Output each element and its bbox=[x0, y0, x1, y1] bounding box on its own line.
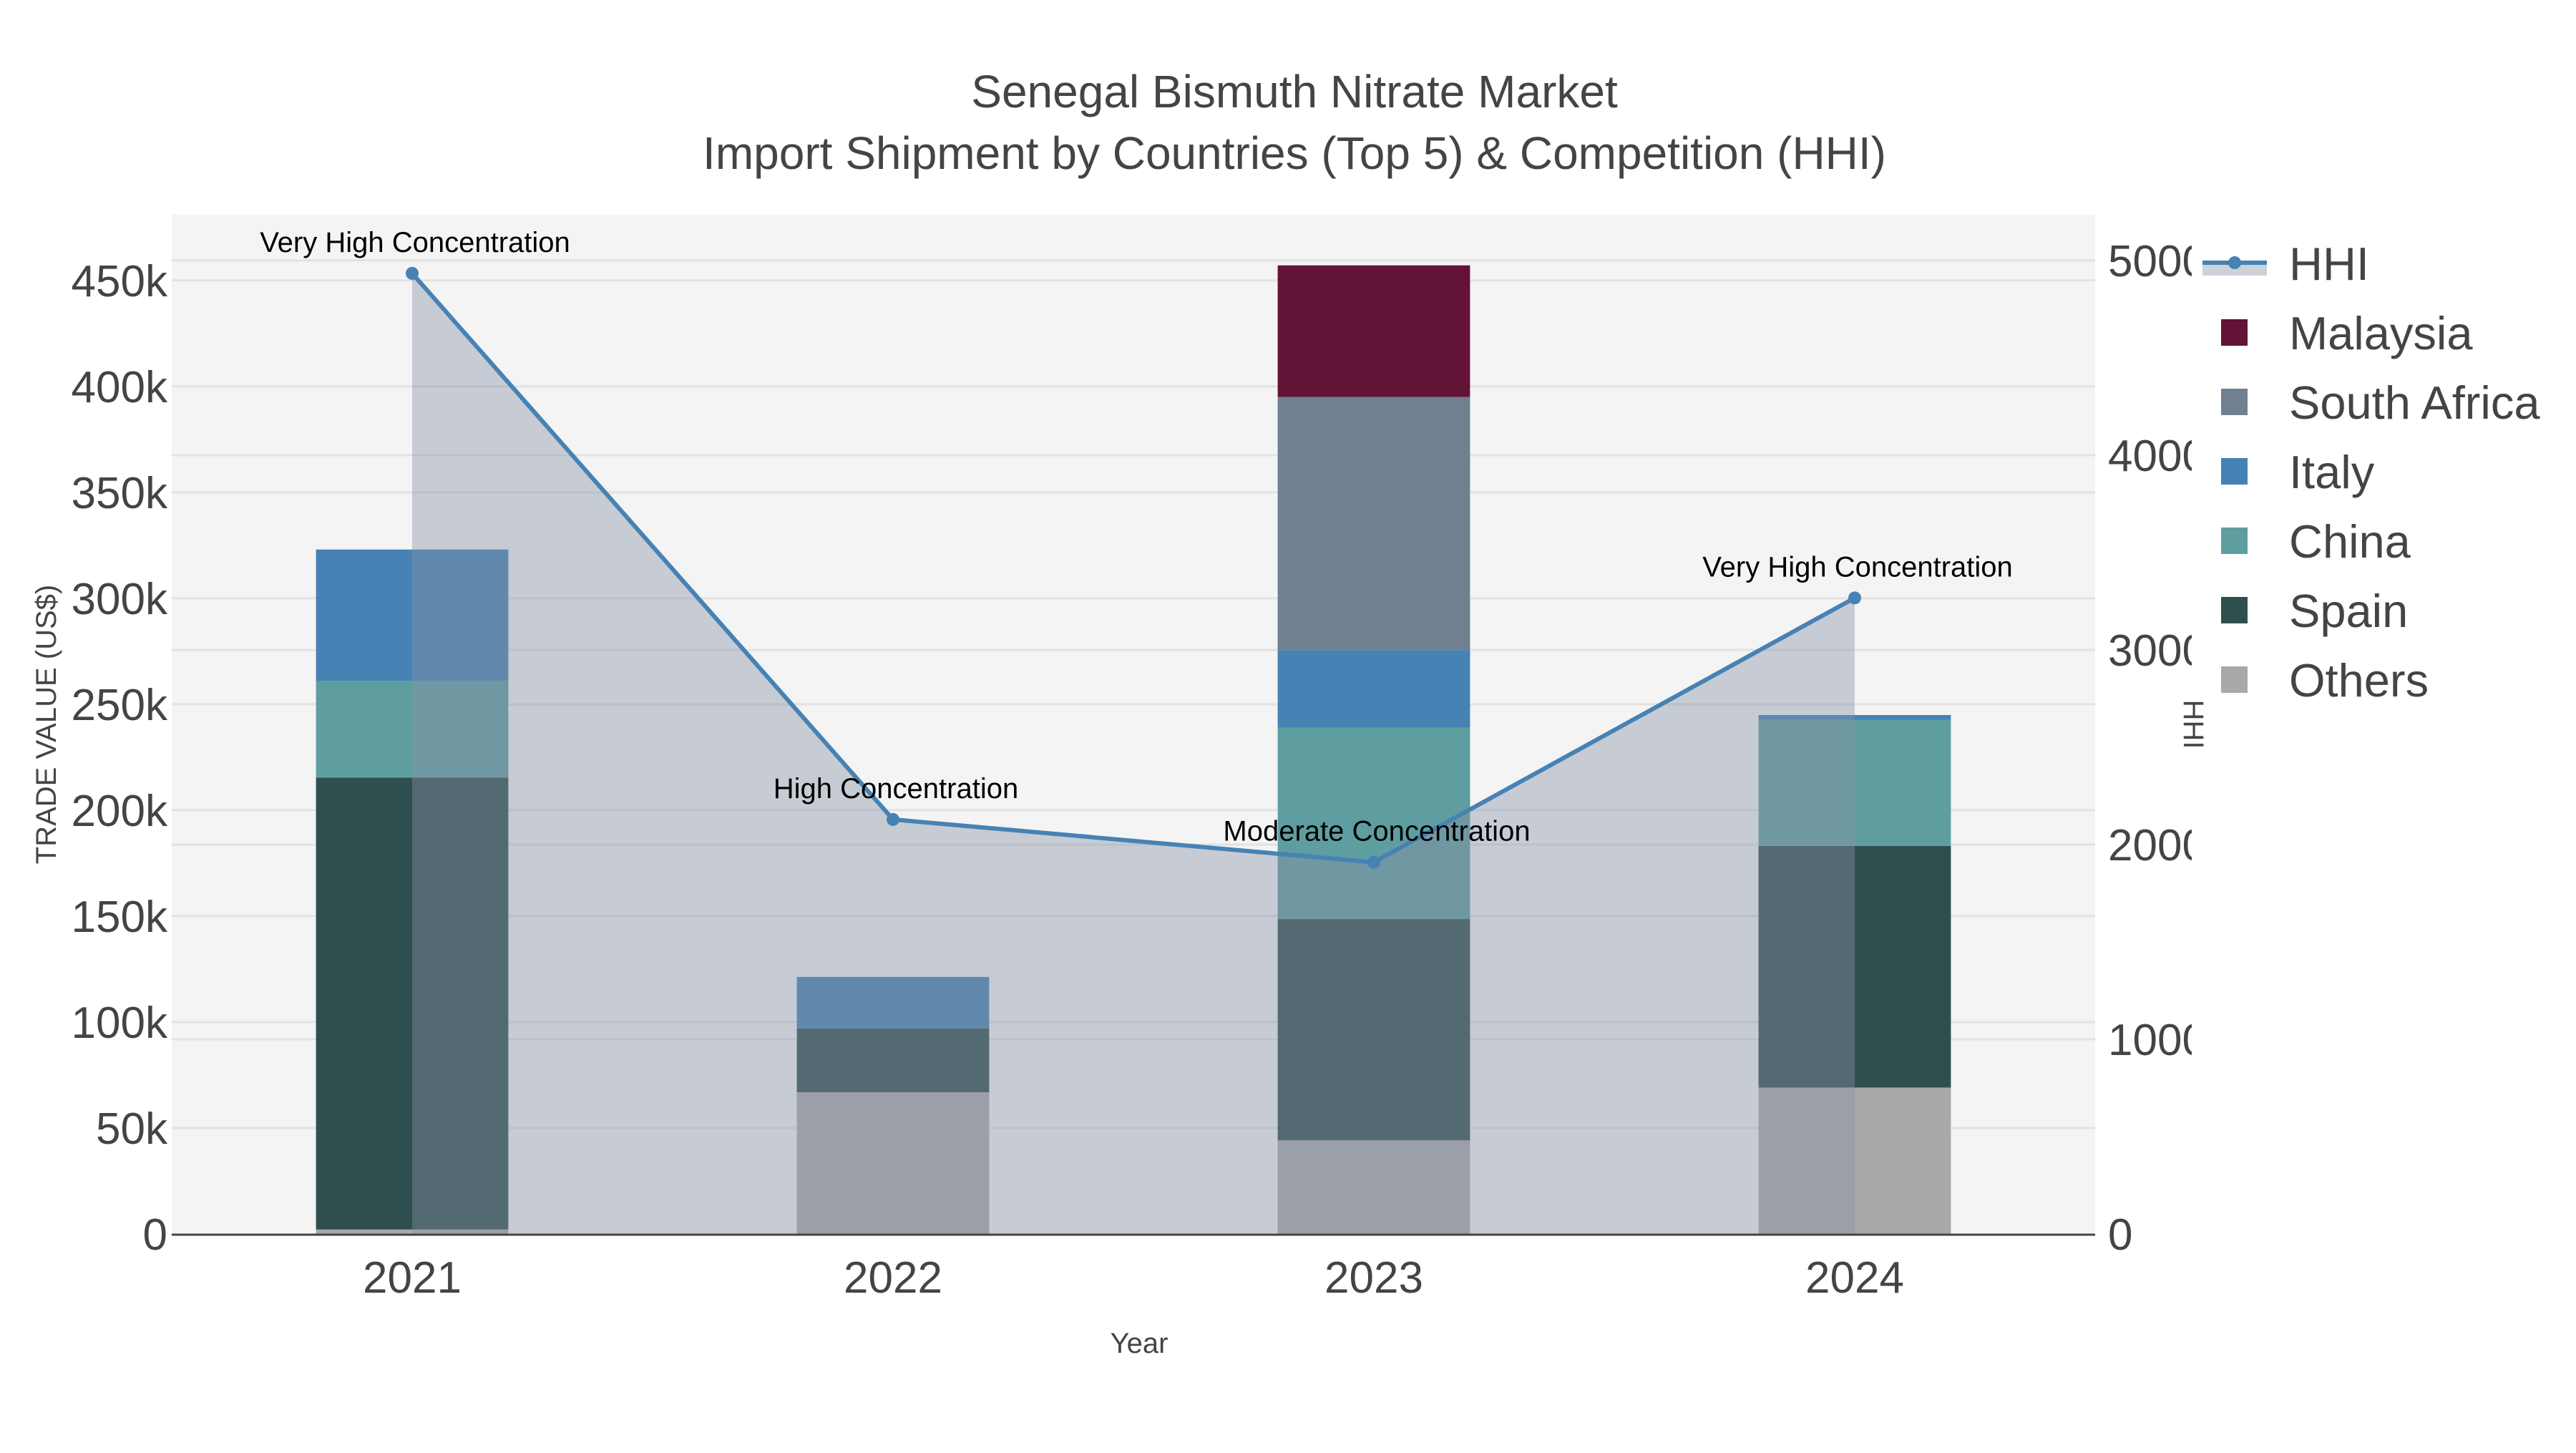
x-axis: 2021 2022 2023 2024 bbox=[363, 1253, 1904, 1303]
y-left-tick-label: 300k bbox=[72, 575, 168, 624]
legend-marker-icon bbox=[2228, 256, 2241, 269]
chart-title-line2: Import Shipment by Countries (Top 5) & C… bbox=[703, 127, 1886, 179]
bar-segment-china-2021[interactable] bbox=[316, 681, 509, 778]
hhi-series bbox=[406, 266, 1861, 1234]
bar-segment-others-2021[interactable] bbox=[316, 1229, 509, 1234]
y-left-tick-label: 100k bbox=[72, 998, 168, 1048]
chart-title-line1: Senegal Bismuth Nitrate Market bbox=[971, 66, 1618, 117]
x-tick-label-2021: 2021 bbox=[363, 1253, 462, 1303]
annotations: Very High Concentration High Concentratio… bbox=[260, 227, 2013, 847]
hhi-marker-2021[interactable] bbox=[406, 266, 419, 280]
legend-label: China bbox=[2289, 515, 2411, 568]
y-left-tick-label: 250k bbox=[72, 681, 168, 730]
annotation-2023: Moderate Concentration bbox=[1223, 816, 1530, 847]
legend-item-italy[interactable]: Italy bbox=[2221, 446, 2375, 498]
bar-segment-italy-2021[interactable] bbox=[316, 549, 509, 681]
bar-segment-italy-2023[interactable] bbox=[1277, 650, 1470, 728]
legend-item-china[interactable]: China bbox=[2221, 515, 2411, 568]
legend-swatch-icon bbox=[2221, 666, 2248, 693]
legend-label: HHI bbox=[2289, 238, 2369, 290]
y-axis-right-title: HHI bbox=[2177, 700, 2209, 749]
y-right-tick-label: 5000 bbox=[2108, 237, 2207, 286]
hhi-marker-2024[interactable] bbox=[1848, 591, 1861, 605]
y-right-tick-label: 1000 bbox=[2108, 1016, 2207, 1065]
legend-item-others[interactable]: Others bbox=[2221, 654, 2429, 706]
bar-segment-spain-2023[interactable] bbox=[1277, 919, 1470, 1141]
y-left-tick-label: 200k bbox=[72, 787, 168, 836]
legend-item-south-africa[interactable]: South Africa bbox=[2221, 376, 2540, 429]
y-axis-left: 0 50k 100k 150k 200k 250k 300k 350k 400k 450k bbox=[72, 257, 168, 1260]
bar-segment-others-2022[interactable] bbox=[796, 1092, 990, 1234]
y-right-tick-label: 3000 bbox=[2108, 626, 2207, 676]
legend-item-hhi[interactable]: HHI bbox=[2202, 238, 2369, 290]
legend-label: South Africa bbox=[2289, 376, 2540, 429]
legend-item-spain[interactable]: Spain bbox=[2221, 585, 2408, 637]
hhi-line[interactable] bbox=[410, 271, 1856, 865]
y-left-tick-label: 150k bbox=[72, 893, 168, 942]
x-tick-label-2022: 2022 bbox=[844, 1253, 942, 1303]
bar-segment-spain-2024[interactable] bbox=[1758, 845, 1951, 1088]
bar-segment-china-2024[interactable] bbox=[1758, 719, 1951, 846]
bar-segment-malaysia-2023[interactable] bbox=[1277, 265, 1470, 397]
bar-segment-others-2024[interactable] bbox=[1758, 1087, 1951, 1234]
bar-segment-others-2023[interactable] bbox=[1277, 1140, 1470, 1234]
hhi-marker-2022[interactable] bbox=[887, 812, 899, 826]
legend: HHI Malaysia South Africa Italy China Spain Ot… bbox=[2202, 238, 2540, 706]
legend-label: Others bbox=[2289, 654, 2429, 706]
bar-segment-south-africa-2023[interactable] bbox=[1277, 397, 1470, 651]
y-left-tick-label: 450k bbox=[72, 257, 168, 306]
y-left-tick-label: 0 bbox=[143, 1210, 167, 1260]
hhi-marker-2023[interactable] bbox=[1367, 855, 1380, 869]
y-left-tick-label: 50k bbox=[96, 1104, 168, 1154]
legend-swatch-icon bbox=[2221, 597, 2248, 623]
legend-label: Italy bbox=[2289, 446, 2375, 498]
y-right-tick-label: 0 bbox=[2108, 1210, 2132, 1260]
annotation-2021: Very High Concentration bbox=[260, 227, 570, 258]
legend-swatch-icon bbox=[2221, 319, 2248, 346]
y-right-ticks: 0 1000 2000 3000 4000 5000 bbox=[2108, 237, 2207, 1260]
annotation-2022: High Concentration bbox=[774, 773, 1018, 805]
annotation-2024: Very High Concentration bbox=[1702, 551, 2013, 583]
bar-segment-spain-2021[interactable] bbox=[316, 777, 509, 1230]
bar-segment-spain-2022[interactable] bbox=[796, 1028, 990, 1092]
legend-item-malaysia[interactable]: Malaysia bbox=[2221, 307, 2473, 359]
y-right-tick-label: 2000 bbox=[2108, 821, 2207, 870]
legend-label: Malaysia bbox=[2289, 307, 2473, 359]
y-axis-right: 0 1000 2000 3000 4000 5000 bbox=[2108, 237, 2207, 1260]
bars bbox=[316, 265, 1951, 1234]
bar-segment-italy-2024[interactable] bbox=[1758, 714, 1951, 720]
legend-label: Spain bbox=[2289, 585, 2408, 637]
y-axis-left-title: TRADE VALUE (US$) bbox=[31, 585, 62, 864]
y-right-tick-label: 4000 bbox=[2108, 432, 2207, 481]
bar-segment-china-2023[interactable] bbox=[1277, 727, 1470, 920]
x-tick-label-2023: 2023 bbox=[1324, 1253, 1423, 1303]
bar-segment-italy-2022[interactable] bbox=[796, 976, 990, 1029]
x-axis-title: Year bbox=[1111, 1328, 1169, 1359]
x-tick-label-2024: 2024 bbox=[1805, 1253, 1904, 1303]
y-left-tick-label: 350k bbox=[72, 469, 168, 518]
legend-swatch-icon bbox=[2221, 389, 2248, 415]
hhi-area-fill bbox=[412, 273, 1855, 1234]
legend-swatch-icon bbox=[2221, 528, 2248, 554]
y-left-tick-label: 400k bbox=[72, 363, 168, 412]
legend-swatch-icon bbox=[2221, 458, 2248, 485]
